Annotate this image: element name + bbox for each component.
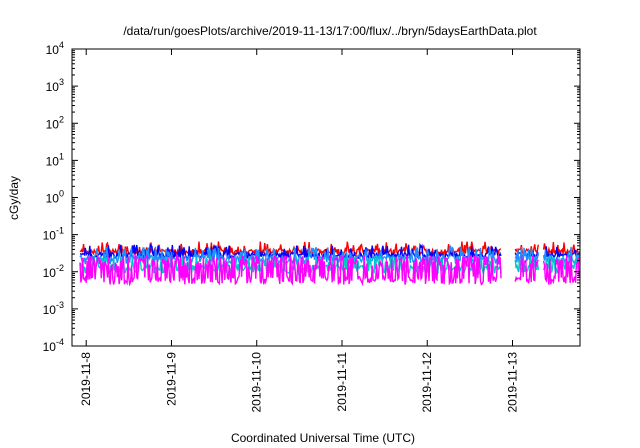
y-tick-label: 10-2 xyxy=(43,263,64,280)
x-tick-label: 2019-11-9 xyxy=(164,352,178,406)
y-axis-label: cGy/day xyxy=(7,176,21,220)
chart-title: /data/run/goesPlots/archive/2019-11-13/1… xyxy=(123,24,537,38)
y-tick-label: 101 xyxy=(46,151,64,168)
y-tick-label: 10-1 xyxy=(43,226,64,243)
series-layer xyxy=(79,241,580,287)
y-tick-label: 10-3 xyxy=(43,300,64,317)
plot-frame xyxy=(71,48,581,347)
y-tick-label: 104 xyxy=(46,40,64,57)
x-tick-label: 2019-11-8 xyxy=(79,352,93,406)
x-axis: 2019-11-8 2019-11-9 2019-11-10 2019-11-11 20… xyxy=(79,49,520,413)
series-line-5 xyxy=(79,253,580,287)
x-tick-label: 2019-11-10 xyxy=(250,352,264,413)
x-axis-label: Coordinated Universal Time (UTC) xyxy=(231,431,415,445)
plot-area xyxy=(71,48,581,347)
y-tick-label: 10-4 xyxy=(43,337,64,354)
y-tick-label: 103 xyxy=(46,77,64,94)
x-tick-label: 2019-11-12 xyxy=(420,352,434,413)
y-tick-label: 102 xyxy=(46,114,64,131)
x-tick-label: 2019-11-11 xyxy=(335,352,349,412)
y-tick-label: 100 xyxy=(46,189,64,206)
x-tick-label: 2019-11-13 xyxy=(506,352,520,413)
y-axis: 10-4 10-3 10-2 10-1 100 101 102 103 104 xyxy=(43,40,580,354)
